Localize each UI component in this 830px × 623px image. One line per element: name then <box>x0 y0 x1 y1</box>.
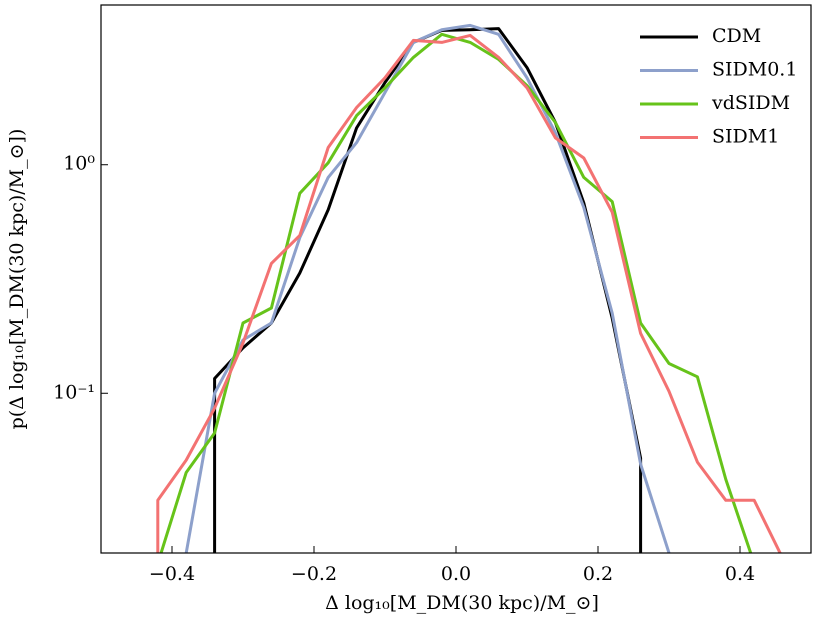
series-line <box>184 23 671 553</box>
x-tick-label: −0.4 <box>149 563 195 585</box>
legend-label: CDM <box>712 25 761 47</box>
series-line <box>159 32 753 553</box>
x-axis-label: Δ log₁₀[M_DM(30 kpc)/M_⊙] <box>325 592 599 614</box>
y-tick-label: 10⁻¹ <box>53 381 95 403</box>
x-tick-label: 0.4 <box>725 563 755 585</box>
legend-label: vdSIDM <box>711 92 790 114</box>
x-tick-label: 0.0 <box>441 563 471 585</box>
axes-frame <box>100 4 812 554</box>
x-tick-label: 0.2 <box>583 563 613 585</box>
y-tick-label: 10⁰ <box>63 153 95 175</box>
legend-label: SIDM0.1 <box>712 59 797 81</box>
y-axis-label: p(Δ log₁₀[M_DM(30 kpc)/M_⊙]) <box>6 129 28 430</box>
x-tick-label: −0.2 <box>291 563 337 585</box>
legend-label: SIDM1 <box>712 126 779 148</box>
series-line <box>156 33 782 553</box>
plot-area <box>156 23 782 553</box>
